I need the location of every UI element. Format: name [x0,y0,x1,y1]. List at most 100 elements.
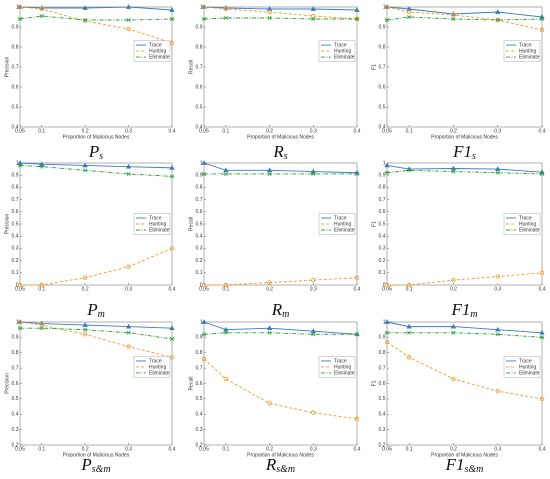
y-tick-label: 0.7 [12,197,19,203]
marker [495,17,500,23]
marker [39,13,44,19]
x-axis-label: Proportion of Malicious Nodes [63,452,130,458]
marker [539,270,545,275]
marker [201,282,207,288]
x-tick-label: 0.3 [125,128,132,134]
legend-label: Eliminate [149,370,170,376]
marker [126,17,131,23]
x-tick-label: 0.05 [382,446,392,452]
legend [318,356,356,378]
marker [223,15,229,21]
caption-main: P [88,142,99,161]
x-tick-label: 0.3 [310,446,317,452]
legend-label: Trace [334,215,347,221]
y-tick-label: 0.3 [379,427,386,433]
caption-main: F1 [452,142,472,161]
y-tick-label: 0.3 [196,246,203,252]
y-axis-label: Recall [188,377,194,391]
y-tick-label: 0.2 [196,258,203,264]
marker [82,168,88,173]
marker [384,282,390,288]
marker [223,326,229,332]
marker [266,167,273,173]
marker [223,167,229,173]
marker [169,336,175,341]
y-tick-label: 0.6 [196,84,203,90]
y-tick-label: 0.3 [196,427,203,433]
x-tick-label: 0.2 [266,446,273,452]
marker [450,165,457,171]
x-tick-label: 0.2 [450,286,457,292]
marker [267,15,272,21]
marker [169,164,175,170]
legend-label: Hunting [334,221,351,227]
marker [384,339,390,345]
marker [169,7,175,12]
y-tick-label: 0.9 [379,24,386,30]
marker [126,26,131,32]
legend-label: Trace [149,42,162,48]
marker [169,16,175,22]
caption: Rs&m [265,455,295,475]
y-axis-label: F1 [371,64,377,70]
legend-label: Trace [519,358,532,364]
y-tick-label: 0.5 [196,104,203,110]
caption-sub: m [98,309,105,320]
legend-label: Trace [519,42,532,48]
legend-label: Hunting [149,48,166,54]
marker [354,332,360,337]
x-tick-label: 0.05 [199,128,209,134]
x-tick-label: 0.1 [406,128,413,134]
marker [311,16,316,22]
marker [406,14,412,20]
y-tick-label: 0.8 [196,44,203,50]
x-tick-label: 0.1 [222,286,229,292]
legend-label: Trace [149,358,162,364]
series-line [19,6,173,44]
marker [494,9,501,14]
y-tick-label: 0.7 [379,365,386,371]
x-tick-label: 0.4 [354,286,361,292]
marker [169,174,175,179]
marker [384,170,390,175]
marker [384,162,390,168]
x-axis-label: Proportion of Malicious Nodes [63,134,130,140]
x-tick-label: 0.1 [406,286,413,292]
marker [39,326,44,331]
legend-label: Hunting [149,221,166,227]
marker [451,169,456,174]
y-tick-label: 0 [200,282,203,288]
legend-label: Trace [149,215,162,221]
legend-label: Eliminate [334,54,355,60]
y-tick-label: 0.5 [379,104,386,110]
x-tick-label: 0.2 [82,446,89,452]
x-tick-label: 0.4 [169,128,176,134]
legend-label: Hunting [519,48,536,54]
marker [17,16,23,22]
caption: Rm [271,300,290,320]
x-tick-label: 0.4 [539,286,546,292]
plot-area [386,321,543,446]
marker [223,171,229,177]
x-tick-label: 0.05 [15,286,25,292]
marker [450,323,457,329]
y-axis-label: Recall [188,217,194,231]
caption-main: R [271,300,283,319]
y-tick-label: 0.2 [379,258,386,264]
x-tick-label: 0.3 [494,446,501,452]
marker [406,330,412,335]
y-tick-label: 0 [383,282,386,288]
marker [451,16,456,22]
marker [451,376,456,382]
marker [354,16,360,22]
x-axis-label: Proportion of Malicious Nodes [431,134,498,140]
y-tick-label: 0.2 [379,442,386,448]
x-tick-label: 0.3 [310,128,317,134]
marker [17,282,23,288]
y-tick-label: 0.5 [196,396,203,402]
y-tick-label: 0.5 [12,104,19,110]
y-tick-label: 0 [16,282,19,288]
x-tick-label: 0.2 [450,446,457,452]
y-tick-label: 0.5 [12,396,19,402]
marker [311,332,316,337]
